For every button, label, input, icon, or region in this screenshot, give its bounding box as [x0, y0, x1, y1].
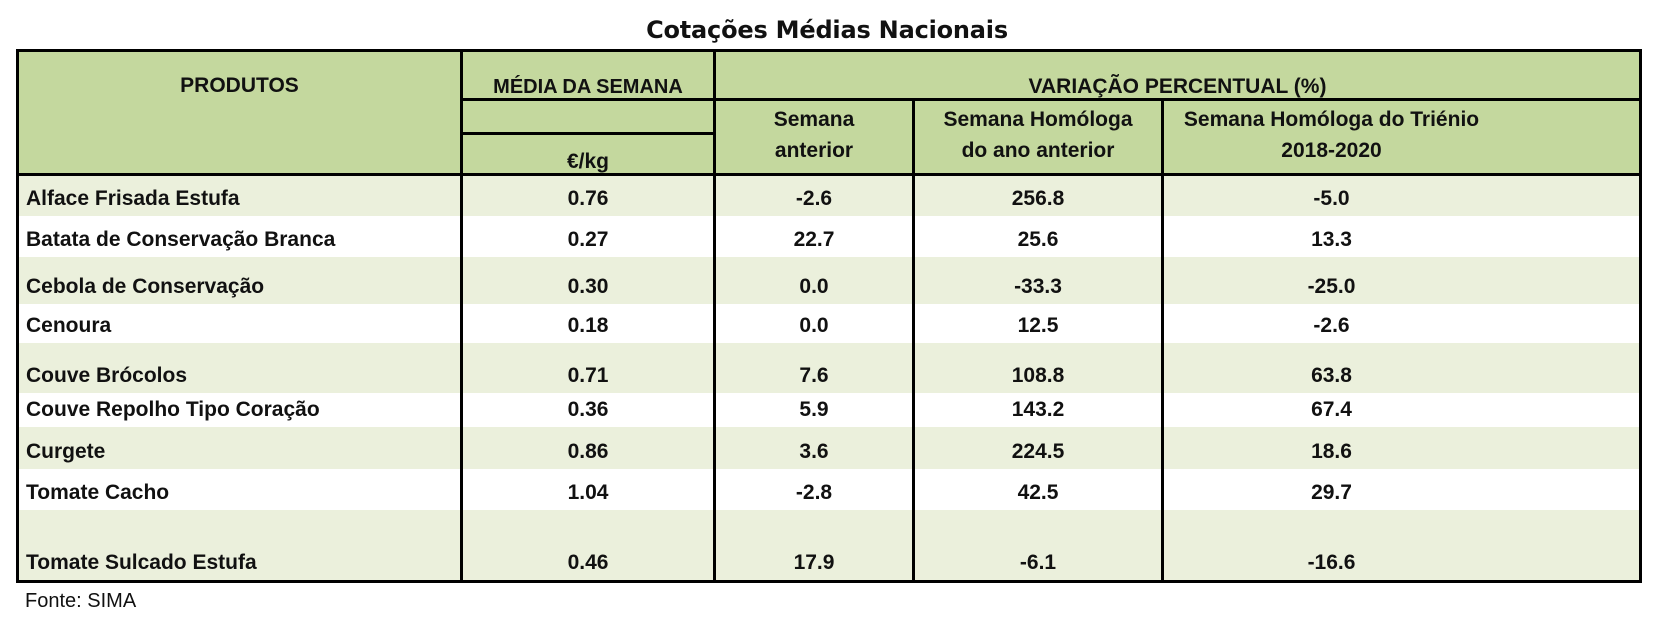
cell-semana-anterior: -2.8: [795, 481, 833, 504]
cell-produto: Cebola de Conservação: [26, 275, 265, 298]
cell-homologa-trienio: 18.6: [1311, 440, 1352, 463]
cell-media: 0.86: [567, 440, 609, 463]
cell-homologa-trienio: 63.8: [1311, 364, 1352, 387]
cell-media: 0.27: [567, 228, 609, 251]
cell-homologa-trienio: -5.0: [1313, 187, 1350, 210]
header-homologa-ano: Semana Homóloga do ano anterior: [915, 104, 1161, 166]
cell-media: 0.46: [567, 551, 609, 574]
cell-produto: Alface Frisada Estufa: [26, 187, 240, 210]
column-divider: [713, 52, 716, 580]
table-title: Cotações Médias Nacionais: [646, 16, 1008, 44]
cell-homologa-trienio: -2.6: [1313, 314, 1350, 337]
header-variacao-percentual: VARIAÇÃO PERCENTUAL (%): [1028, 75, 1327, 98]
cell-produto: Batata de Conservação Branca: [26, 228, 336, 251]
header-homologa-ano-line1: Semana Homóloga: [943, 108, 1133, 131]
header-homologa-trienio: Semana Homóloga do Triénio 2018-2020: [1164, 104, 1499, 166]
cell-homologa-ano: 224.5: [1011, 440, 1065, 463]
header-semana-anterior: Semana anterior: [716, 104, 912, 166]
header-homologa-trienio-line1: Semana Homóloga do Triénio: [1183, 108, 1480, 131]
header-rule-bottom: [19, 173, 1639, 176]
table-row: Couve Repolho Tipo Coração 0.36 5.9 143.…: [19, 393, 1639, 427]
cell-semana-anterior: 3.6: [799, 440, 829, 463]
table-row: Couve Brócolos 0.71 7.6 108.8 63.8: [19, 343, 1639, 393]
cell-homologa-ano: 143.2: [1011, 398, 1065, 421]
table-row: Tomate Sulcado Estufa 0.46 17.9 -6.1 -16…: [19, 510, 1639, 580]
cell-media: 0.36: [567, 398, 609, 421]
cell-semana-anterior: 0.0: [799, 275, 829, 298]
header-media-semana: MÉDIA DA SEMANA: [493, 76, 683, 98]
cell-homologa-trienio: 29.7: [1311, 481, 1352, 504]
cell-produto: Cenoura: [26, 314, 112, 337]
header-rule-media-top: [460, 98, 716, 101]
cell-homologa-ano: 108.8: [1011, 364, 1065, 387]
table-row: Curgete 0.86 3.6 224.5 18.6: [19, 427, 1639, 469]
table-row: Cebola de Conservação 0.30 0.0 -33.3 -25…: [19, 257, 1639, 304]
cell-homologa-trienio: 67.4: [1311, 398, 1352, 421]
cell-semana-anterior: -2.6: [795, 187, 833, 210]
cell-semana-anterior: 5.9: [799, 398, 829, 421]
cell-semana-anterior: 17.9: [793, 551, 835, 574]
table-row: Batata de Conservação Branca 0.27 22.7 2…: [19, 216, 1639, 257]
cell-homologa-ano: 256.8: [1011, 187, 1065, 210]
cell-media: 0.76: [567, 187, 609, 210]
cell-semana-anterior: 7.6: [799, 364, 829, 387]
cell-homologa-trienio: -16.6: [1307, 551, 1356, 574]
header-produtos: PRODUTOS: [180, 74, 299, 97]
cell-produto: Couve Brócolos: [26, 364, 188, 387]
header-homologa-ano-line2: do ano anterior: [961, 139, 1115, 162]
cell-media: 0.30: [567, 275, 609, 298]
cell-semana-anterior: 0.0: [799, 314, 829, 337]
column-divider: [460, 52, 463, 580]
header-rule-variacao: [716, 98, 1639, 101]
column-divider: [912, 101, 915, 580]
cell-media: 1.04: [567, 481, 609, 504]
cell-homologa-ano: -33.3: [1014, 275, 1062, 298]
cell-produto: Couve Repolho Tipo Coração: [26, 398, 320, 421]
table-header: PRODUTOS MÉDIA DA SEMANA €/kg VARIAÇÃO P…: [19, 52, 1639, 186]
cell-produto: Tomate Sulcado Estufa: [26, 551, 257, 574]
cell-homologa-ano: 25.6: [1017, 228, 1059, 251]
cell-homologa-ano: 42.5: [1017, 481, 1059, 504]
cell-semana-anterior: 22.7: [793, 228, 835, 251]
header-unit: €/kg: [566, 150, 610, 173]
prices-table: PRODUTOS MÉDIA DA SEMANA €/kg VARIAÇÃO P…: [16, 49, 1642, 583]
cell-homologa-ano: 12.5: [1017, 314, 1059, 337]
cell-homologa-ano: -6.1: [1019, 551, 1057, 574]
header-semana-anterior-line2: anterior: [774, 139, 854, 162]
table-row: Alface Frisada Estufa 0.76 -2.6 256.8 -5…: [19, 176, 1639, 216]
cell-media: 0.71: [567, 364, 609, 387]
header-rule-media-mid: [460, 132, 716, 135]
cell-produto: Curgete: [26, 440, 106, 463]
column-divider: [1161, 101, 1164, 580]
cell-media: 0.18: [567, 314, 609, 337]
source-note: Fonte: SIMA: [25, 590, 137, 612]
header-semana-anterior-line1: Semana: [773, 108, 855, 131]
cell-homologa-trienio: -25.0: [1307, 275, 1356, 298]
cell-homologa-trienio: 13.3: [1311, 228, 1352, 251]
cell-produto: Tomate Cacho: [26, 481, 170, 504]
table-row: Tomate Cacho 1.04 -2.8 42.5 29.7: [19, 469, 1639, 510]
table-row: Cenoura 0.18 0.0 12.5 -2.6: [19, 304, 1639, 343]
header-homologa-trienio-line2: 2018-2020: [1281, 139, 1382, 162]
